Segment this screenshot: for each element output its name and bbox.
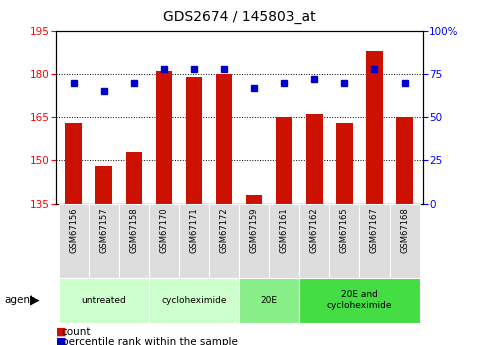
- Text: GSM67171: GSM67171: [189, 207, 199, 253]
- Text: GSM67159: GSM67159: [250, 207, 258, 253]
- Text: GSM67167: GSM67167: [370, 207, 379, 253]
- Bar: [89, 204, 119, 278]
- Text: untreated: untreated: [81, 296, 126, 305]
- Text: agent: agent: [5, 295, 35, 305]
- Bar: [156, 71, 172, 204]
- Bar: [276, 117, 293, 204]
- Bar: [329, 204, 359, 278]
- Bar: [126, 152, 142, 204]
- Bar: [209, 204, 239, 278]
- Text: GSM67158: GSM67158: [129, 207, 138, 253]
- Bar: [239, 204, 269, 278]
- Bar: [58, 204, 89, 278]
- Bar: [246, 195, 262, 204]
- Bar: [149, 204, 179, 278]
- Bar: [185, 77, 202, 204]
- Text: cycloheximide: cycloheximide: [161, 296, 227, 305]
- Text: GSM67161: GSM67161: [280, 207, 289, 253]
- Bar: [239, 278, 299, 323]
- Bar: [119, 204, 149, 278]
- Bar: [149, 278, 239, 323]
- Text: count: count: [62, 327, 91, 337]
- Bar: [299, 278, 420, 323]
- Bar: [306, 115, 323, 204]
- Bar: [179, 204, 209, 278]
- Text: GSM67157: GSM67157: [99, 207, 108, 253]
- Bar: [389, 204, 420, 278]
- Bar: [366, 51, 383, 204]
- Text: ■: ■: [56, 327, 66, 337]
- Bar: [65, 123, 82, 204]
- Bar: [396, 117, 413, 204]
- Text: GSM67172: GSM67172: [220, 207, 228, 253]
- Text: percentile rank within the sample: percentile rank within the sample: [62, 337, 238, 345]
- Bar: [299, 204, 329, 278]
- Text: GSM67156: GSM67156: [69, 207, 78, 253]
- Bar: [269, 204, 299, 278]
- Text: 20E: 20E: [261, 296, 278, 305]
- Bar: [96, 166, 112, 204]
- Text: ▶: ▶: [30, 294, 40, 307]
- Text: 20E and
cycloheximide: 20E and cycloheximide: [327, 290, 392, 310]
- Bar: [216, 74, 232, 204]
- Text: GSM67170: GSM67170: [159, 207, 169, 253]
- Bar: [58, 278, 149, 323]
- Text: ■: ■: [56, 337, 66, 345]
- Bar: [336, 123, 353, 204]
- Text: GSM67168: GSM67168: [400, 207, 409, 253]
- Bar: [359, 204, 389, 278]
- Text: GSM67165: GSM67165: [340, 207, 349, 253]
- Text: GDS2674 / 145803_at: GDS2674 / 145803_at: [163, 10, 315, 24]
- Text: GSM67162: GSM67162: [310, 207, 319, 253]
